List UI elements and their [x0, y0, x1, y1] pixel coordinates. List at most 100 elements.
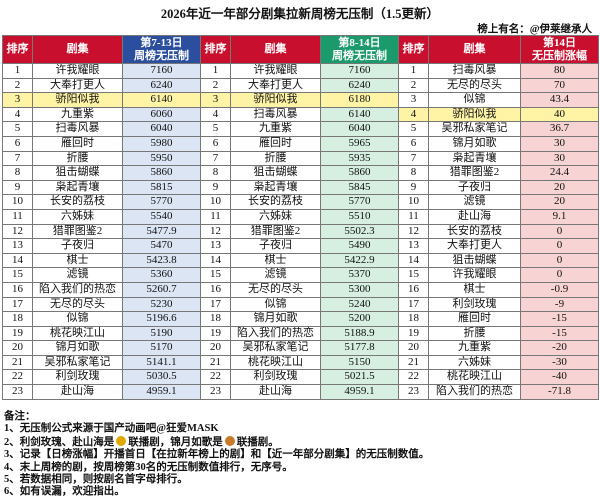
note-text: 5、若数据相同，则按剧名首字母排行。 — [4, 474, 188, 486]
note-line: 2、利剑玫瑰、赴山海是 联播剧，锦月如歌是 联播剧。 — [4, 435, 596, 449]
column-header: 剧集 — [230, 35, 321, 64]
value-cell: 9.1 — [520, 208, 599, 225]
title-cell: 骄阳似我 — [230, 92, 321, 108]
title-cell: 枭起青壤 — [230, 179, 321, 196]
title-cell: 骄阳似我 — [428, 106, 521, 123]
table-row: 3 骄阳似我 6140 3 骄阳似我 6180 3 似锦 43.4 — [2, 92, 599, 108]
title-cell: 锦月如歌 — [32, 340, 123, 356]
title-cell: 六姊妹 — [32, 208, 123, 225]
rank-cell: 10 — [398, 194, 429, 210]
rank-cell: 17 — [398, 296, 429, 313]
title-cell: 枭起青壤 — [428, 150, 521, 167]
value-cell: 5422.9 — [320, 252, 399, 269]
value-cell: 5965 — [320, 135, 399, 152]
rank-cell: 18 — [398, 311, 429, 327]
title-cell: 赴山海 — [32, 384, 123, 400]
value-cell: 43.4 — [520, 92, 599, 108]
value-cell: 24.4 — [520, 165, 599, 181]
rank-cell: 18 — [200, 311, 231, 327]
column-header: 排序 — [398, 35, 429, 64]
table-row: 10 长安的荔枝 5770 10 长安的荔枝 5770 10 滤镜 20 — [2, 194, 599, 210]
value-cell: 5980 — [122, 135, 201, 152]
rank-cell: 1 — [200, 63, 231, 79]
rank-cell: 12 — [2, 223, 33, 240]
title-cell: 赴山海 — [428, 208, 521, 225]
table-row: 23 赴山海 4959.1 23 赴山海 4959.1 23 陷入我们的热恋 -71.8 — [2, 384, 599, 400]
credit: 榜上有名：@伊莱继承人 — [477, 24, 592, 35]
rank-cell: 22 — [2, 369, 33, 386]
table-row: 8 狙击蝴蝶 5860 8 狙击蝴蝶 5860 8 猎罪图鉴2 24.4 — [2, 165, 599, 181]
rank-cell: 10 — [200, 194, 231, 210]
value-cell: 5360 — [122, 267, 201, 283]
value-cell: 5540 — [122, 208, 201, 225]
value-cell: 0 — [520, 223, 599, 240]
value-cell: 5260.7 — [122, 281, 201, 298]
rank-cell: 15 — [2, 267, 33, 283]
title-cell: 大奉打更人 — [32, 77, 123, 94]
value-cell: 5860 — [122, 165, 201, 181]
rank-cell: 14 — [398, 252, 429, 269]
title-cell: 九重紫 — [230, 121, 321, 137]
title-cell: 大奉打更人 — [428, 238, 521, 254]
title-cell: 扫毒风暴 — [230, 106, 321, 123]
value-cell: 20 — [520, 194, 599, 210]
value-cell: 0 — [520, 238, 599, 254]
rank-cell: 3 — [200, 92, 231, 108]
note-text: 1、无压制公式来源于国产动画吧@狂爱MASK — [4, 423, 219, 435]
title-cell: 雁回时 — [32, 135, 123, 152]
title-cell: 大奉打更人 — [230, 77, 321, 94]
table-row: 15 滤镜 5360 15 滤镜 5370 15 许我耀眼 0 — [2, 267, 599, 283]
note-text: 6、如有误漏，欢迎指出。 — [4, 486, 125, 498]
rank-cell: 22 — [398, 369, 429, 386]
value-cell: 5950 — [122, 150, 201, 167]
title-cell: 无尽的尽头 — [32, 296, 123, 313]
table-row: 20 锦月如歌 5170 20 吴邪私家笔记 5177.8 20 九重紫 -20 — [2, 340, 599, 356]
title-cell: 滤镜 — [32, 267, 123, 283]
note-line: 5、若数据相同，则按剧名首字母排行。 — [4, 474, 596, 486]
table-row: 11 六姊妹 5540 11 六姊妹 5510 11 赴山海 9.1 — [2, 208, 599, 225]
rank-cell: 4 — [2, 106, 33, 123]
rank-cell: 22 — [200, 369, 231, 386]
title-cell: 扫毒风暴 — [428, 63, 521, 79]
platform-icon — [224, 435, 235, 446]
rank-cell: 3 — [398, 92, 429, 108]
rank-cell: 4 — [398, 106, 429, 123]
column-header: 排序 — [200, 35, 231, 64]
note-text: 联播剧。 — [236, 436, 279, 448]
title-cell: 吴邪私家笔记 — [428, 121, 521, 137]
column-header: 第8-14日 周榜无压制 — [320, 35, 399, 64]
title-cell: 猎罪图鉴2 — [32, 223, 123, 240]
title-cell: 许我耀眼 — [230, 63, 321, 79]
title-cell: 陷入我们的热恋 — [32, 281, 123, 298]
rank-cell: 17 — [200, 296, 231, 313]
rank-cell: 2 — [398, 77, 429, 94]
value-cell: 6040 — [320, 121, 399, 137]
rank-cell: 16 — [398, 281, 429, 298]
value-cell: 5770 — [122, 194, 201, 210]
rank-cell: 13 — [398, 238, 429, 254]
value-cell: 5845 — [320, 179, 399, 196]
table-row: 18 似锦 5196.6 18 锦月如歌 5200 18 雁回时 -15 — [2, 311, 599, 327]
value-cell: 5502.3 — [320, 223, 399, 240]
rank-cell: 15 — [200, 267, 231, 283]
value-cell: 5477.9 — [122, 223, 201, 240]
value-cell: -15 — [520, 311, 599, 327]
value-cell: 5935 — [320, 150, 399, 167]
title-cell: 赴山海 — [230, 384, 321, 400]
value-cell: 5150 — [320, 354, 399, 371]
table-row: 17 无尽的尽头 5230 17 似锦 5240 17 利剑玫瑰 -9 — [2, 296, 599, 313]
value-cell: 7160 — [320, 63, 399, 79]
rank-cell: 2 — [200, 77, 231, 94]
table-row: 5 扫毒风暴 6040 5 九重紫 6040 5 吴邪私家笔记 36.7 — [2, 121, 599, 137]
rank-cell: 21 — [200, 354, 231, 371]
title-cell: 锦月如歌 — [230, 311, 321, 327]
table-row: 12 猎罪图鉴2 5477.9 12 猎罪图鉴2 5502.3 12 长安的荔枝 0 — [2, 223, 599, 240]
title-cell: 六姊妹 — [230, 208, 321, 225]
title-cell: 子夜归 — [428, 179, 521, 196]
value-cell: 4959.1 — [122, 384, 201, 400]
value-cell: 6060 — [122, 106, 201, 123]
note-text: 3、记录【日榜涨幅】开播首日【在拉新年榜上的剧】和【近一年部分剧集】的无压制数值… — [4, 449, 430, 461]
table-row: 16 陷入我们的热恋 5260.7 16 无尽的尽头 5300 16 棋士 -0.9 — [2, 281, 599, 298]
title-cell: 利剑玫瑰 — [230, 369, 321, 386]
title-cell: 利剑玫瑰 — [32, 369, 123, 386]
